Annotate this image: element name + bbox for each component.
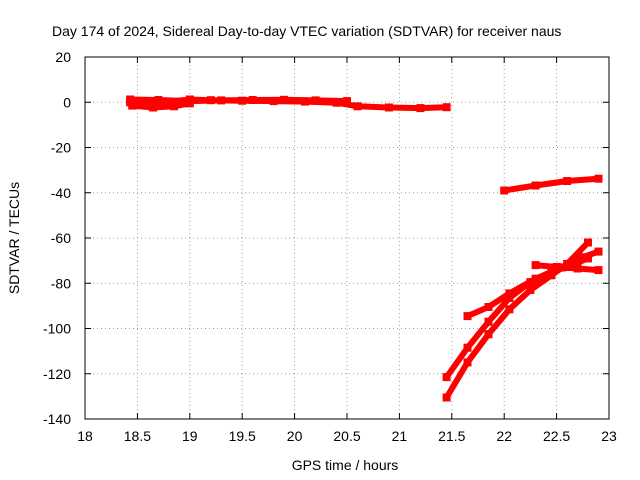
data-point (594, 174, 603, 183)
data-point (343, 97, 351, 106)
data-point (280, 95, 289, 104)
x-axis-label: GPS time / hours (292, 457, 399, 473)
data-point (594, 266, 603, 275)
series-track-3 (128, 99, 194, 111)
y-axis-label: SDTVAR / TECUs (6, 182, 22, 294)
x-tick-label: 21 (392, 428, 408, 444)
series-track-2 (127, 96, 351, 105)
grid-lines (85, 57, 609, 419)
x-tick-label: 22.5 (543, 428, 570, 444)
data-point (416, 104, 425, 113)
data-series (126, 95, 603, 402)
x-tick-label: 19 (182, 428, 198, 444)
data-point (531, 261, 540, 270)
data-point (584, 254, 592, 263)
data-point (442, 373, 451, 382)
data-point (526, 286, 535, 294)
y-tick-label: -80 (51, 275, 71, 291)
chart-title: Day 174 of 2024, Sidereal Day-to-day VTE… (52, 23, 561, 39)
x-tick-label: 20.5 (333, 428, 360, 444)
y-tick-label: -100 (43, 321, 71, 337)
data-point (128, 101, 137, 110)
data-point (311, 96, 320, 105)
data-point (505, 305, 514, 314)
x-tick-label: 18.5 (124, 428, 151, 444)
x-tick-label: 22 (496, 428, 512, 444)
x-tick-label: 20 (287, 428, 303, 444)
data-point (531, 181, 540, 190)
data-point (463, 343, 472, 352)
y-tick-label: 0 (63, 94, 71, 110)
x-tick-label: 19.5 (229, 428, 256, 444)
data-point (584, 238, 592, 247)
data-point (573, 264, 582, 273)
data-point (578, 253, 587, 262)
data-point (442, 393, 451, 402)
y-tick-label: -20 (51, 140, 71, 156)
data-point (170, 102, 179, 111)
data-point (563, 177, 572, 185)
x-tick-label: 21.5 (438, 428, 465, 444)
y-tick-label: 20 (55, 49, 71, 65)
y-tick-label: -60 (51, 230, 71, 246)
data-point (484, 330, 493, 339)
x-tick-label: 23 (601, 428, 617, 444)
data-point (185, 99, 194, 108)
data-point (594, 247, 603, 256)
y-tick-label: -120 (43, 366, 71, 382)
data-point (384, 103, 393, 112)
data-point (143, 99, 152, 108)
data-point (217, 96, 226, 105)
axis-ticks: 18 18.5 19 19.5 20 20.5 21 21.5 22 22.5 23 20 0 -20 -4… (43, 49, 617, 444)
data-point (484, 317, 493, 326)
data-point (552, 263, 561, 271)
data-point (484, 303, 493, 311)
data-point (154, 96, 163, 104)
series-track-8 (532, 261, 602, 274)
data-point (149, 103, 158, 112)
data-point (526, 278, 535, 287)
y-tick-label: -40 (51, 185, 71, 201)
data-point (463, 312, 472, 321)
data-point (500, 186, 509, 195)
y-tick-label: -140 (43, 411, 71, 427)
data-point (505, 294, 514, 302)
x-tick-label: 18 (77, 428, 93, 444)
data-point (126, 95, 135, 104)
data-point (505, 289, 514, 298)
data-point (248, 96, 257, 104)
data-point (463, 358, 472, 367)
series-track-4 (500, 175, 602, 194)
data-point (563, 260, 572, 268)
data-point (353, 102, 362, 111)
data-point (547, 271, 556, 280)
data-point (442, 103, 451, 112)
